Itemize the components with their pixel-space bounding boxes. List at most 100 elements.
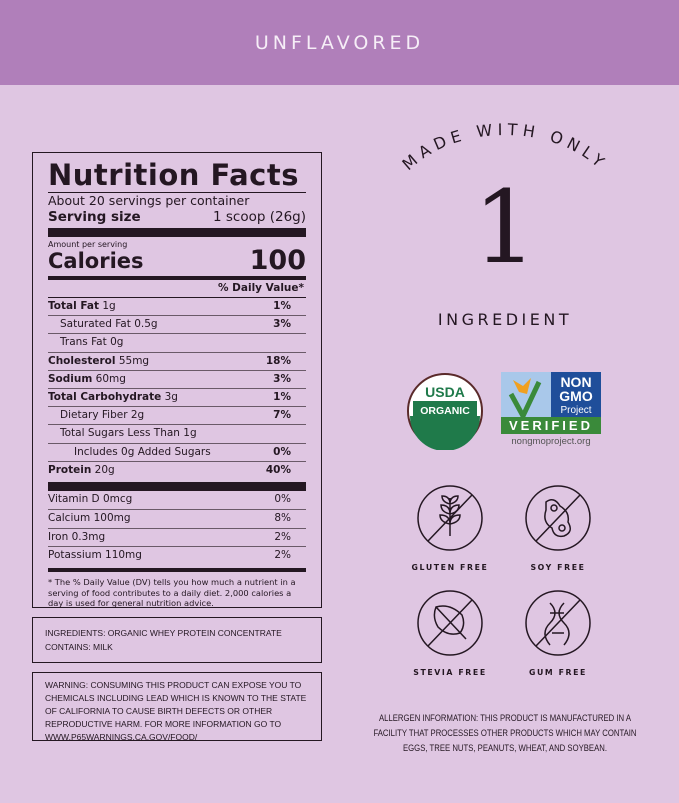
serving-size-label: Serving size (48, 209, 141, 225)
nutrient-name: Total Carbohydrate (48, 391, 162, 404)
nutrient-label: Saturated Fat 0.5g (48, 316, 158, 333)
wheat-icon (417, 485, 483, 551)
nutrient-label: Dietary Fiber 2g (48, 407, 144, 424)
svg-text:USDA: USDA (425, 384, 465, 400)
nutrition-facts-panel: Nutrition Facts About 20 servings per co… (32, 152, 322, 608)
ingredient-count: 1 (473, 169, 537, 286)
nutrient-amount: 3g (164, 391, 178, 404)
nutrient-label: Sodium 60mg (48, 371, 126, 388)
divider (48, 482, 306, 492)
nutrient-label: Protein 20g (48, 462, 115, 479)
nutrient-label: Cholesterol 55mg (48, 353, 149, 370)
svg-text:GMO: GMO (559, 388, 593, 404)
svg-text:Project: Project (560, 405, 591, 416)
nutrition-title: Nutrition Facts (48, 159, 306, 193)
footnote: * The % Daily Value (DV) tells you how m… (48, 577, 296, 609)
calories-value: 100 (249, 245, 306, 276)
warning-box: Warning: Consuming this product can expo… (32, 672, 322, 742)
nutrient-name: Sodium (48, 372, 93, 385)
svg-text:NON: NON (560, 374, 591, 390)
nutrient-dv: 3% (273, 318, 291, 331)
free-from-label: SOY FREE (530, 563, 586, 572)
nutrient-row: Total Carbohydrate 3g 1% (48, 389, 306, 408)
svg-text:ORGANIC: ORGANIC (420, 405, 470, 417)
vitamin-dv: 2% (274, 530, 291, 543)
nutrient-dv: 40% (265, 463, 291, 476)
vitamin-row: Vitamin D 0mcg 0% (48, 491, 306, 510)
nutrient-amount: 2g (130, 409, 145, 422)
nutrient-name: Total Fat (48, 300, 100, 312)
nutrient-row: Sodium 60mg 3% (48, 371, 306, 390)
nutrient-row: Cholesterol 55mg 18% (48, 353, 306, 371)
vitamin-label: Vitamin D 0mcg (48, 493, 133, 506)
nutrient-dv: 0% (273, 445, 291, 458)
calories: Calories 100 (48, 245, 306, 276)
nutrient-dv: 1% (273, 391, 291, 404)
divider (48, 228, 306, 237)
nutrient-dv: 7% (273, 409, 291, 422)
serving-size: Serving size 1 scoop (26g) (48, 209, 306, 226)
nutrient-amount: 20g (94, 463, 115, 476)
svg-text:VERIFIED: VERIFIED (509, 418, 593, 433)
nutrient-name: Protein (48, 463, 92, 476)
free-from-label: GLUTEN FREE (411, 563, 489, 572)
nutrient-name: Trans Fat (60, 336, 107, 349)
nutrient-amount: 60mg (95, 372, 126, 385)
nutrient-dv: 1% (273, 300, 291, 312)
nutrient-amount: 0g (110, 336, 124, 349)
usda-organic-seal: USDA ORGANIC (407, 373, 483, 450)
arc-text: MADE WITH ONLY (398, 120, 606, 174)
vitamin-dv: 8% (274, 511, 291, 524)
made-with-only-arc: MADE WITH ONLY (398, 120, 606, 174)
nutrient-row: Saturated Fat 0.5g 3% (48, 316, 306, 335)
divider (48, 276, 306, 280)
nutrient-label: Includes 0g Added Sugars (48, 444, 211, 461)
amount-per-serving: Amount per serving (48, 240, 128, 249)
ingredients-text: Ingredients: Organic Whey Protein Concen… (45, 628, 282, 638)
gum-icon (525, 590, 591, 656)
leaf-icon (417, 590, 483, 656)
nutrient-row: Dietary Fiber 2g 7% (48, 407, 306, 426)
svg-text:nongmoproject.org: nongmoproject.org (511, 436, 590, 447)
vitamin-label: Calcium 100mg (48, 511, 131, 524)
flavor-title: UNFLAVORED (254, 31, 425, 54)
contains-text: Contains: Milk (45, 642, 113, 652)
nutrient-amount: 1g (102, 300, 116, 312)
nutrient-name: Cholesterol (48, 354, 116, 367)
nutrient-name: Dietary Fiber (60, 409, 128, 422)
non-gmo-verified-badge: NON GMO Project VERIFIED nongmoproject.o… (501, 372, 601, 447)
nutrient-row: Includes 0g Added Sugars 0% (48, 444, 306, 462)
nutrient-name: Saturated Fat (60, 318, 131, 331)
nutrient-name: Total Sugars Less Than 1g (60, 427, 197, 440)
servings-per-container: About 20 servings per container (48, 193, 250, 208)
nutrient-amount: 0.5g (134, 318, 158, 331)
free-from-label: STEVIA FREE (413, 668, 487, 677)
ingredients-box: Ingredients: Organic Whey Protein Concen… (32, 617, 322, 663)
nutrient-name: Includes 0g Added Sugars (74, 445, 211, 458)
nutrient-label: Total Carbohydrate 3g (48, 389, 178, 406)
allergen-information: ALLERGEN INFORMATION: THIS PRODUCT IS MA… (373, 713, 637, 753)
vitamin-label: Potassium 110mg (48, 549, 142, 562)
prop65-warning: Warning: Consuming this product can expo… (45, 680, 307, 742)
nutrient-row: Trans Fat 0g (48, 334, 306, 353)
nutrient-amount: 55mg (118, 354, 150, 367)
nutrient-row: Total Sugars Less Than 1g (48, 425, 306, 444)
vitamin-label: Iron 0.3mg (48, 530, 106, 543)
vitamin-dv: 0% (274, 493, 291, 506)
soybean-icon (525, 485, 591, 551)
vitamin-row: Potassium 110mg 2% (48, 547, 306, 565)
free-from-label: GUM FREE (529, 668, 587, 677)
vitamin-row: Calcium 100mg 8% (48, 510, 306, 529)
nutrient-row: Protein 20g 40% (48, 462, 306, 479)
vitamin-dv: 2% (274, 549, 291, 562)
nutrient-label: Trans Fat 0g (48, 334, 123, 351)
nutrient-dv: 3% (273, 372, 291, 385)
vitamin-row: Iron 0.3mg 2% (48, 529, 306, 548)
calories-label: Calories (48, 249, 144, 273)
nutrient-label: Total Sugars Less Than 1g (48, 425, 197, 442)
serving-size-value: 1 scoop (26g) (213, 209, 306, 225)
nutrient-label: Total Fat 1g (48, 298, 116, 315)
flavor-banner: UNFLAVORED (0, 0, 679, 85)
nutrient-dv: 18% (265, 354, 291, 367)
daily-value-header: % Daily Value* (48, 280, 306, 298)
